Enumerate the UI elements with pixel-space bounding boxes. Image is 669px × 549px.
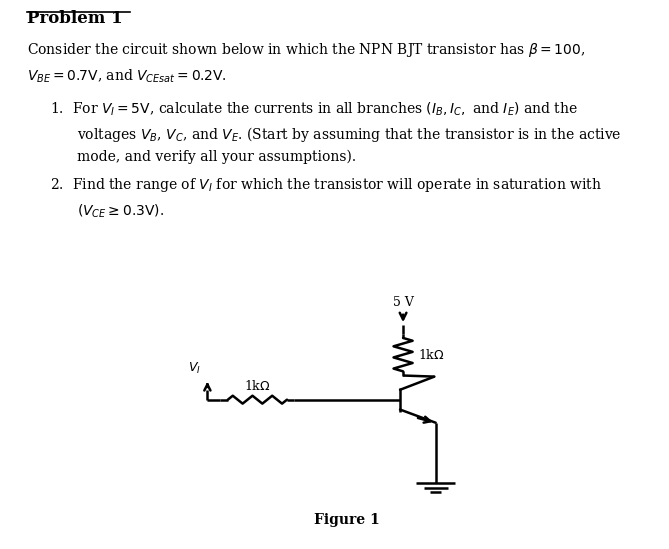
Text: $(V_{CE}\geq 0.3\mathrm{V})$.: $(V_{CE}\geq 0.3\mathrm{V})$.	[77, 203, 164, 220]
Text: $V_I$: $V_I$	[188, 360, 201, 376]
Text: Figure 1: Figure 1	[314, 513, 379, 527]
Text: 1k$\Omega$: 1k$\Omega$	[244, 379, 271, 393]
Text: 5 V: 5 V	[393, 295, 413, 309]
Text: 1.  For $V_I=5\mathrm{V}$, calculate the currents in all branches $(I_B, I_C,$ a: 1. For $V_I=5\mathrm{V}$, calculate the …	[50, 100, 578, 118]
Text: Consider the circuit shown below in which the NPN BJT transistor has $\beta=100$: Consider the circuit shown below in whic…	[27, 41, 585, 59]
Text: 1k$\Omega$: 1k$\Omega$	[418, 348, 445, 362]
Text: voltages $V_B$, $V_C$, and $V_E$. (Start by assuming that the transistor is in t: voltages $V_B$, $V_C$, and $V_E$. (Start…	[77, 125, 622, 144]
Text: mode, and verify all your assumptions).: mode, and verify all your assumptions).	[77, 150, 356, 164]
Text: $V_{BE}=0.7\mathrm{V}$, and $V_{CEsat}=0.2\mathrm{V}$.: $V_{BE}=0.7\mathrm{V}$, and $V_{CEsat}=0…	[27, 68, 227, 85]
Text: 2.  Find the range of $V_I$ for which the transistor will operate in saturation : 2. Find the range of $V_I$ for which the…	[50, 176, 602, 194]
Text: Problem 1: Problem 1	[27, 10, 122, 27]
